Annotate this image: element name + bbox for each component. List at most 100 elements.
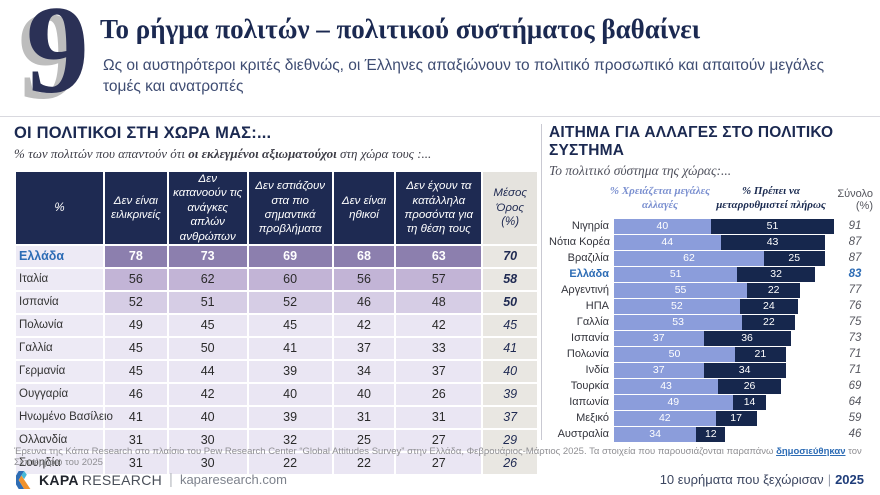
country-cell: Ουγγαρία bbox=[13, 381, 106, 407]
value-cell: 32 bbox=[246, 427, 334, 453]
value-cell: 45 bbox=[103, 358, 169, 384]
published-link[interactable]: δημοσιεύθηκαν bbox=[776, 446, 846, 457]
bar-row: Γαλλία 53 22 75 bbox=[549, 314, 873, 330]
bar-segment-major-changes: 42 bbox=[614, 410, 716, 426]
footnote-suffix: τον Σεπτέμβριο του 2025 bbox=[14, 446, 862, 468]
country-cell: Ολλανδία bbox=[13, 427, 106, 453]
bar-total: 59 bbox=[848, 412, 862, 424]
stacked-bar: 37 34 bbox=[614, 362, 840, 378]
value-cell: 25 bbox=[331, 427, 397, 453]
value-cell: 37 bbox=[394, 358, 484, 384]
value-cell: 31 bbox=[103, 450, 169, 476]
value-cell: 31 bbox=[103, 427, 169, 453]
bar-row: Νότια Κορέα 44 43 87 bbox=[549, 234, 873, 250]
right-panel-title: ΑΙΤΗΜΑ ΓΙΑ ΑΛΛΑΓΕΣ ΣΤΟ ΠΟΛΙΤΙΚΟ ΣΥΣΤΗΜΑ bbox=[549, 124, 834, 159]
panel-divider bbox=[541, 124, 542, 440]
brand-name-light: RESEARCH bbox=[81, 471, 163, 488]
bar-segment-full-reform: 21 bbox=[735, 346, 786, 362]
bar-segment-full-reform: 25 bbox=[764, 250, 825, 266]
value-cell: 78 bbox=[103, 243, 169, 269]
bar-segment-major-changes: 37 bbox=[614, 362, 704, 378]
bar-segment-full-reform: 43 bbox=[720, 234, 825, 250]
table-header-row: % Δεν είναι ειλικρινείς Δεν κατανοούν τι… bbox=[13, 170, 539, 246]
col-header-average: Μέσος Όρος (%) bbox=[481, 170, 539, 246]
source-footnote: Έρευνα της Κάπα Research στο πλαίσιο του… bbox=[14, 446, 864, 468]
footer-year: 2025 bbox=[835, 472, 864, 487]
bar-total: 46 bbox=[848, 428, 862, 440]
value-cell: 50 bbox=[166, 335, 249, 361]
value-cell: 40 bbox=[331, 381, 397, 407]
left-subtitle-suffix: στη χώρα τους :... bbox=[336, 146, 432, 161]
value-cell: 56 bbox=[331, 266, 397, 292]
table-row: Ουγγαρία 46 42 40 40 26 39 bbox=[13, 381, 539, 407]
average-cell: 70 bbox=[481, 243, 539, 269]
bar-row: Πολωνία 50 21 71 bbox=[549, 346, 873, 362]
bar-total: 71 bbox=[848, 364, 862, 376]
value-cell: 44 bbox=[166, 358, 249, 384]
page-footer: KAPA RESEARCH | kaparesearch.com 10 ευρή… bbox=[0, 464, 880, 495]
table-row: Ισπανία 52 51 52 46 48 50 bbox=[13, 289, 539, 315]
stacked-bar: 52 24 bbox=[614, 298, 840, 314]
col-header-not-ethical: Δεν είναι ηθικοί bbox=[331, 170, 397, 246]
bar-row: ΗΠΑ 52 24 76 bbox=[549, 298, 873, 314]
bar-segment-major-changes: 37 bbox=[614, 330, 704, 346]
bar-total: 69 bbox=[848, 380, 862, 392]
stacked-bar: 43 26 bbox=[614, 378, 840, 394]
average-cell: 58 bbox=[481, 266, 539, 292]
slide-subtitle: Ως οι αυστηρότεροι κριτές διεθνώς, οι Έλ… bbox=[103, 57, 825, 95]
stacked-bar: 55 22 bbox=[614, 282, 840, 298]
table-row: Ελλάδα 78 73 69 68 63 70 bbox=[13, 243, 539, 269]
stacked-bar: 37 36 bbox=[614, 330, 840, 346]
value-cell: 63 bbox=[394, 243, 484, 269]
value-cell: 52 bbox=[246, 289, 334, 315]
average-cell: 41 bbox=[481, 335, 539, 361]
bar-row: Μεξικό 42 17 59 bbox=[549, 410, 873, 426]
value-cell: 57 bbox=[394, 266, 484, 292]
value-cell: 60 bbox=[246, 266, 334, 292]
bar-total: 76 bbox=[848, 300, 862, 312]
brand-site: kaparesearch.com bbox=[179, 472, 287, 487]
bar-country-label: Νότια Κορέα bbox=[549, 236, 610, 248]
bar-country-label: Ινδία bbox=[585, 364, 609, 376]
bar-segment-full-reform: 22 bbox=[747, 282, 801, 298]
stacked-bar: 51 32 bbox=[614, 266, 840, 282]
bar-segment-full-reform: 36 bbox=[703, 330, 791, 346]
average-cell: 50 bbox=[481, 289, 539, 315]
bar-segment-major-changes: 50 bbox=[614, 346, 735, 362]
value-cell: 45 bbox=[166, 312, 249, 338]
value-cell: 49 bbox=[103, 312, 169, 338]
bar-total: 87 bbox=[848, 252, 862, 264]
bar-segment-major-changes: 52 bbox=[614, 298, 740, 314]
table-row: Ηνωμένο Βασίλειο 41 40 39 31 31 37 bbox=[13, 404, 539, 430]
country-cell: Πολωνία bbox=[13, 312, 106, 338]
bar-total: 71 bbox=[848, 348, 862, 360]
bar-row: Τουρκία 43 26 69 bbox=[549, 378, 873, 394]
bar-segment-major-changes: 55 bbox=[614, 282, 748, 298]
stacked-bar: 49 14 bbox=[614, 394, 840, 410]
average-cell: 37 bbox=[481, 404, 539, 430]
country-cell: Γαλλία bbox=[13, 335, 106, 361]
stacked-bar: 62 25 bbox=[614, 250, 840, 266]
bar-total: 83 bbox=[848, 268, 862, 280]
politicians-panel: ΟΙ ΠΟΛΙΤΙΚΟΙ ΣΤΗ ΧΩΡΑ ΜΑΣ:... % των πολι… bbox=[13, 124, 539, 476]
bar-segment-full-reform: 12 bbox=[696, 426, 726, 442]
bar-segment-full-reform: 22 bbox=[742, 314, 796, 330]
brand-block: KAPA RESEARCH | kaparesearch.com bbox=[16, 470, 287, 489]
bar-country-label: Γαλλία bbox=[576, 316, 609, 328]
bar-total: 64 bbox=[848, 396, 862, 408]
table-row: Γερμανία 45 44 39 34 37 40 bbox=[13, 358, 539, 384]
bar-row: Νιγηρία 40 51 91 bbox=[549, 218, 873, 234]
stacked-bar: 53 22 bbox=[614, 314, 840, 330]
value-cell: 31 bbox=[394, 404, 484, 430]
bar-country-label: Πολωνία bbox=[566, 348, 609, 360]
value-cell: 62 bbox=[166, 266, 249, 292]
col-header-not-qualified: Δεν έχουν τα κατάλληλα προσόντα για τη θ… bbox=[394, 170, 484, 246]
left-panel-title: ΟΙ ΠΟΛΙΤΙΚΟΙ ΣΤΗ ΧΩΡΑ ΜΑΣ:... bbox=[14, 124, 272, 142]
bar-row: Ελλάδα 51 32 83 bbox=[549, 266, 873, 282]
bar-segment-major-changes: 43 bbox=[614, 378, 719, 394]
footer-tagline: 10 ευρήματα που ξεχώρισαν | 2025 bbox=[660, 472, 864, 487]
value-cell: 40 bbox=[166, 404, 249, 430]
bar-row: Αργεντινή 55 22 77 bbox=[549, 282, 873, 298]
bar-segment-full-reform: 51 bbox=[710, 218, 835, 234]
bar-segment-major-changes: 62 bbox=[614, 250, 764, 266]
